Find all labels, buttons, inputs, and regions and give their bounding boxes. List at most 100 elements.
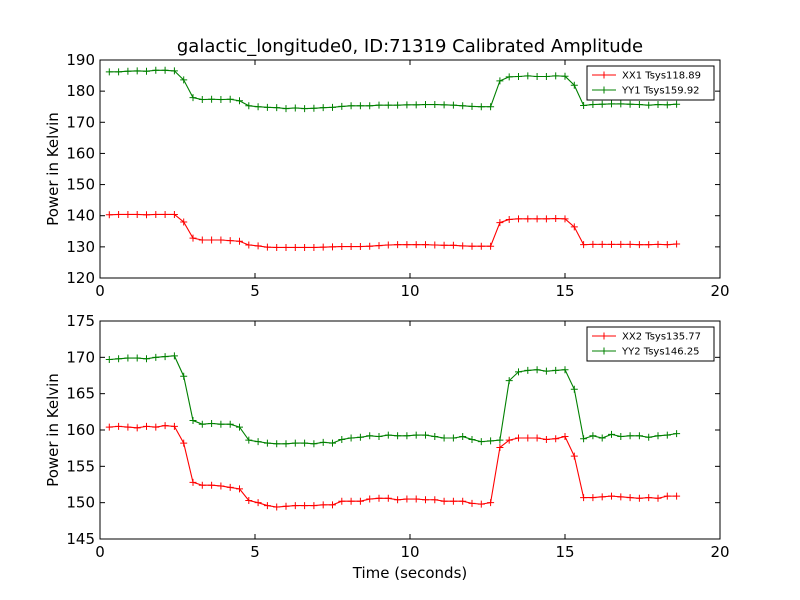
data-point <box>468 435 476 443</box>
data-point <box>533 434 541 442</box>
y-tick-label: 180 <box>66 82 95 100</box>
data-point <box>133 67 141 75</box>
y-tick-label: 150 <box>66 494 95 512</box>
data-point <box>533 73 541 81</box>
data-point <box>477 103 485 111</box>
data-point <box>217 420 225 428</box>
data-point <box>617 433 625 441</box>
data-point <box>617 100 625 108</box>
data-point <box>329 103 336 111</box>
data-point <box>505 73 513 81</box>
data-point <box>580 241 588 249</box>
data-point <box>115 210 123 218</box>
data-point <box>533 215 541 223</box>
data-point <box>580 494 588 502</box>
data-point <box>542 435 550 443</box>
data-point <box>542 367 550 375</box>
data-point <box>319 438 327 446</box>
data-point <box>338 497 346 505</box>
data-point <box>608 430 615 438</box>
data-point <box>263 502 271 510</box>
data-point <box>515 73 522 81</box>
data-point <box>635 432 643 440</box>
data-point <box>217 96 225 104</box>
legend-marker <box>600 86 608 94</box>
data-point <box>394 432 402 440</box>
data-point <box>366 432 374 440</box>
x-tick-label: 0 <box>95 543 105 561</box>
data-point <box>356 102 364 110</box>
data-point <box>635 101 643 109</box>
data-point <box>608 100 615 108</box>
y-tick-label: 170 <box>66 113 95 131</box>
data-point <box>608 240 615 248</box>
data-point <box>143 67 150 75</box>
data-point <box>152 210 160 218</box>
legend-entry: YY2 Tsys146.25 <box>621 347 700 358</box>
data-point <box>505 436 513 444</box>
x-tick-label: 15 <box>555 543 574 561</box>
data-point <box>654 240 662 248</box>
data-point <box>412 101 420 109</box>
data-point <box>254 499 262 507</box>
data-point <box>170 67 178 75</box>
data-point <box>319 501 327 509</box>
data-point <box>422 431 429 439</box>
data-point <box>524 434 532 442</box>
data-point <box>384 241 392 249</box>
data-point <box>570 223 578 231</box>
data-point <box>236 97 243 105</box>
y-tick-label: 170 <box>66 348 95 366</box>
data-point <box>468 499 476 507</box>
y-axis-label: Power in Kelvin <box>44 112 62 226</box>
data-point <box>449 241 457 249</box>
data-point <box>161 422 169 430</box>
data-point <box>561 72 569 80</box>
data-point <box>589 432 597 440</box>
data-point <box>626 494 634 502</box>
data-point <box>301 105 309 113</box>
data-point <box>217 236 225 244</box>
y-tick-label: 160 <box>66 144 95 162</box>
data-point <box>310 104 318 112</box>
x-tick-label: 10 <box>400 543 419 561</box>
data-point <box>384 431 392 439</box>
data-point <box>515 434 522 442</box>
data-point <box>366 495 374 503</box>
data-point <box>403 432 411 440</box>
data-point <box>329 243 336 251</box>
data-point <box>152 353 160 361</box>
data-point <box>403 495 411 503</box>
data-point <box>217 482 225 490</box>
data-point <box>440 434 448 442</box>
data-point <box>226 237 234 245</box>
data-point <box>524 215 532 223</box>
data-point <box>226 95 234 103</box>
data-point <box>170 422 178 430</box>
legend-marker <box>600 332 608 340</box>
data-point <box>459 497 467 505</box>
data-point <box>356 243 364 251</box>
data-point <box>133 354 141 362</box>
data-point <box>245 241 253 249</box>
data-point <box>180 372 188 380</box>
data-point <box>366 242 374 250</box>
data-point <box>161 353 169 361</box>
data-point <box>273 104 281 112</box>
data-point <box>673 492 681 500</box>
data-point <box>561 366 569 374</box>
data-point <box>496 443 504 451</box>
data-point <box>375 494 383 502</box>
data-point <box>515 215 522 223</box>
data-point <box>273 440 281 448</box>
data-point <box>273 243 281 251</box>
data-point <box>589 101 597 109</box>
data-point <box>645 241 653 249</box>
legend-entry: XX2 Tsys135.77 <box>622 332 701 343</box>
data-point <box>394 101 402 109</box>
data-point <box>115 355 123 363</box>
data-point <box>626 432 634 440</box>
data-point <box>487 499 495 507</box>
data-point <box>319 104 327 112</box>
data-point <box>673 240 681 248</box>
